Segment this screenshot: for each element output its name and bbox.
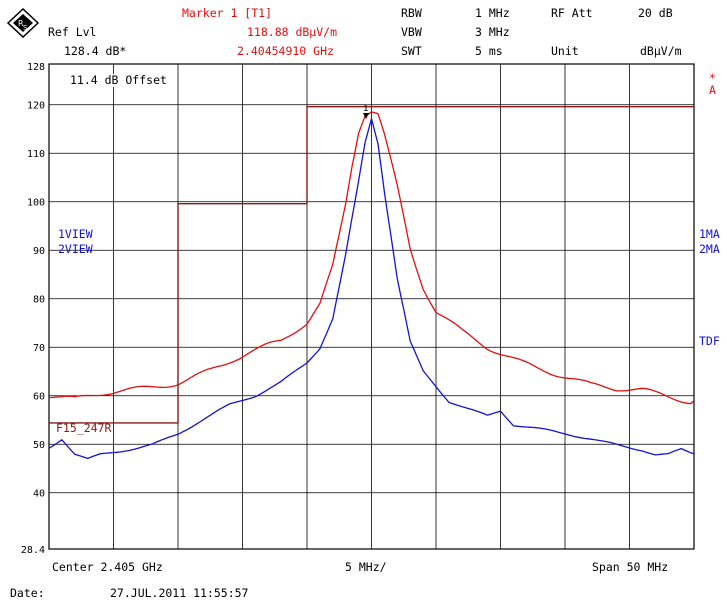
right-tdf-label: TDF bbox=[699, 334, 720, 348]
marker-triangle-icon bbox=[363, 113, 369, 119]
marker-level: 118.88 dBµV/m bbox=[247, 25, 338, 39]
trace-2-line bbox=[48, 116, 695, 460]
limit-line bbox=[49, 105, 694, 424]
rbw-label: RBW bbox=[401, 6, 422, 20]
vbw-label: VBW bbox=[401, 25, 422, 39]
traces bbox=[48, 105, 695, 460]
svg-text:R: R bbox=[18, 19, 24, 28]
y-tick-label: 40 bbox=[33, 489, 45, 500]
offset-label: 11.4 dB Offset bbox=[70, 73, 167, 87]
span-value: Span 50 MHz bbox=[592, 560, 669, 574]
right-1ma-label: 1MA bbox=[699, 227, 720, 241]
division-width: 5 MHz/ bbox=[345, 560, 387, 574]
marker-group: 1 bbox=[363, 104, 369, 119]
rohde-schwarz-logo-icon: R S bbox=[6, 7, 40, 39]
ref-level-label: Ref Lvl bbox=[48, 25, 97, 39]
y-tick-label: 128 bbox=[27, 62, 45, 73]
swt-value: 5 ms bbox=[475, 44, 503, 58]
trace2-view-label: 2VIEW bbox=[58, 242, 93, 256]
date-label: Date: bbox=[10, 586, 45, 600]
rf-att-label: RF Att bbox=[551, 6, 593, 20]
unit-label: Unit bbox=[551, 44, 579, 58]
right-2ma-label: 2MA bbox=[699, 242, 720, 256]
date-value: 27.JUL.2011 11:55:57 bbox=[110, 586, 249, 600]
right-a-label: A bbox=[709, 83, 716, 97]
trace-1-line bbox=[48, 111, 695, 405]
rbw-value: 1 MHz bbox=[475, 6, 510, 20]
y-tick-label: 70 bbox=[33, 343, 45, 354]
center-frequency: Center 2.405 GHz bbox=[52, 560, 163, 574]
y-tick-label: 120 bbox=[27, 101, 45, 112]
y-tick-label: 100 bbox=[27, 198, 45, 209]
trace1-view-label: 1VIEW bbox=[58, 227, 93, 241]
y-tick-label: 110 bbox=[27, 149, 45, 160]
ref-level-value: 128.4 dB* bbox=[64, 44, 127, 58]
y-tick-labels: 128 120 110 100 90 80 70 60 50 40 28.4 bbox=[21, 62, 45, 556]
limit-line-label: F15_247R bbox=[56, 421, 112, 435]
vbw-value: 3 MHz bbox=[475, 25, 510, 39]
swt-label: SWT bbox=[401, 44, 422, 58]
unit-value: dBµV/m bbox=[640, 44, 682, 58]
svg-text:S: S bbox=[23, 24, 28, 32]
y-tick-label: 60 bbox=[33, 392, 45, 403]
marker-number-label: 1 bbox=[363, 104, 368, 114]
rf-att-value: 20 dB bbox=[638, 6, 673, 20]
marker-title: Marker 1 [T1] bbox=[182, 6, 273, 20]
y-tick-label: 90 bbox=[33, 246, 45, 257]
y-tick-label: 80 bbox=[33, 295, 45, 306]
y-tick-label: 50 bbox=[33, 440, 45, 451]
plot-grid bbox=[49, 64, 694, 549]
y-tick-label: 28.4 bbox=[21, 545, 45, 556]
marker-frequency: 2.40454910 GHz bbox=[237, 44, 334, 58]
right-star-label: * bbox=[709, 71, 716, 85]
